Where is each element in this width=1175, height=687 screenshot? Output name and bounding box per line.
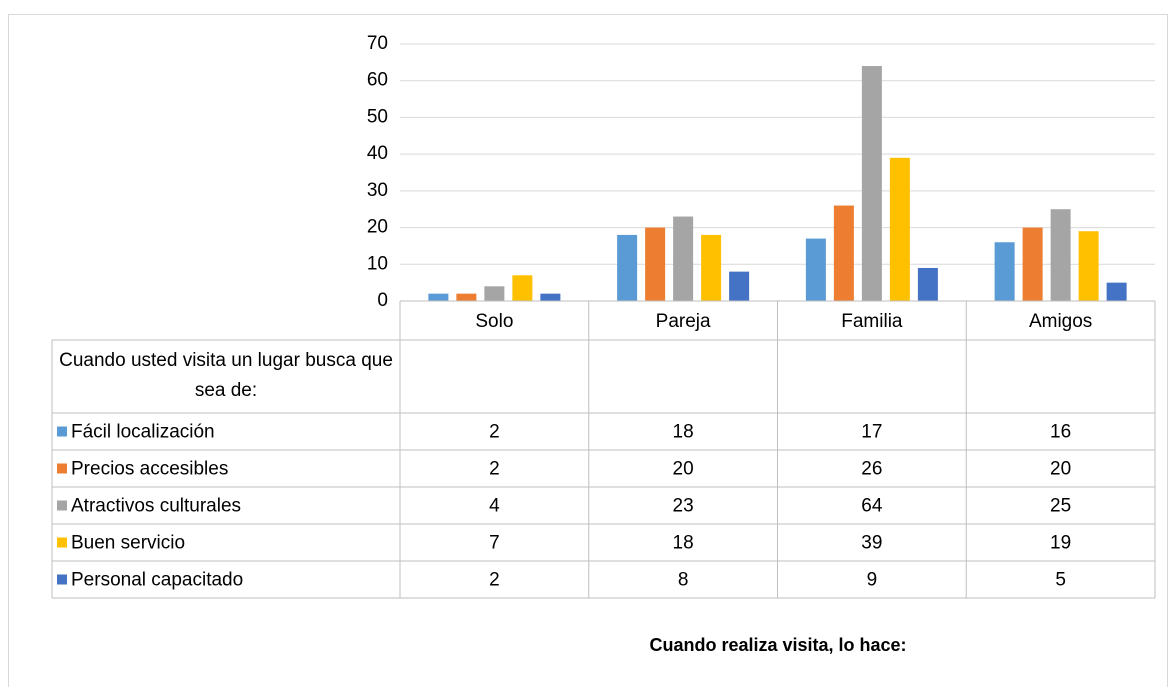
bar	[994, 242, 1015, 301]
bar	[861, 66, 882, 302]
legend-label: Atractivos culturales	[71, 496, 241, 517]
y-tick-label: 10	[367, 253, 388, 274]
bar	[1078, 231, 1099, 301]
table-value: 16	[1050, 422, 1071, 443]
y-tick-label: 50	[367, 106, 388, 127]
bar	[512, 275, 533, 301]
x-tick-label: Pareja	[656, 311, 711, 332]
table-value: 2	[489, 459, 500, 480]
table-value: 25	[1050, 496, 1071, 517]
table-value: 8	[678, 570, 689, 591]
legend-key	[57, 500, 67, 511]
legend-title: Cuando usted visita un lugar busca que s…	[59, 350, 393, 401]
table-value: 17	[861, 422, 882, 443]
table-value: 19	[1050, 533, 1071, 554]
x-tick-label: Familia	[841, 311, 903, 332]
table-value: 20	[1050, 459, 1071, 480]
y-tick-label: 40	[367, 143, 388, 164]
table-value: 4	[489, 496, 500, 517]
x-tick-label: Solo	[475, 311, 513, 332]
legend-label: Precios accesibles	[71, 459, 228, 480]
table-value: 7	[489, 533, 500, 554]
y-tick-label: 70	[367, 33, 388, 54]
bar	[805, 238, 826, 301]
y-tick-label: 30	[367, 180, 388, 201]
bar	[673, 216, 694, 301]
bar	[617, 234, 638, 301]
bar	[540, 293, 561, 301]
x-tick-label: Amigos	[1029, 311, 1092, 332]
table-value: 18	[673, 422, 694, 443]
y-tick-label: 20	[367, 217, 388, 238]
table-value: 9	[867, 570, 878, 591]
table-value: 5	[1055, 570, 1066, 591]
legend-key	[57, 426, 67, 437]
bar	[484, 286, 505, 301]
bar	[645, 227, 666, 301]
table-value: 2	[489, 422, 500, 443]
legend-key	[57, 537, 67, 548]
legend-label: Personal capacitado	[71, 570, 243, 591]
chart-border	[8, 14, 1168, 687]
legend-key	[57, 463, 67, 474]
bar	[889, 157, 910, 301]
bar	[1050, 209, 1071, 301]
bar	[917, 267, 938, 301]
legend-key	[57, 574, 67, 585]
legend-label: Buen servicio	[71, 533, 185, 554]
table-value: 26	[861, 459, 882, 480]
bar	[428, 293, 449, 301]
table-value: 18	[673, 533, 694, 554]
x-axis-title: Cuando realiza visita, lo hace:	[649, 635, 906, 655]
y-tick-label: 60	[367, 70, 388, 91]
bar	[833, 205, 854, 301]
table-value: 2	[489, 570, 500, 591]
bar	[729, 271, 750, 301]
table-value: 39	[861, 533, 882, 554]
table-value: 20	[673, 459, 694, 480]
bar	[1106, 282, 1127, 301]
bar	[1022, 227, 1043, 301]
bar	[701, 234, 722, 301]
table-value: 23	[673, 496, 694, 517]
bar	[456, 293, 477, 301]
table-value: 64	[861, 496, 883, 517]
legend-label: Fácil localización	[71, 422, 215, 443]
y-tick-label: 0	[377, 290, 388, 311]
